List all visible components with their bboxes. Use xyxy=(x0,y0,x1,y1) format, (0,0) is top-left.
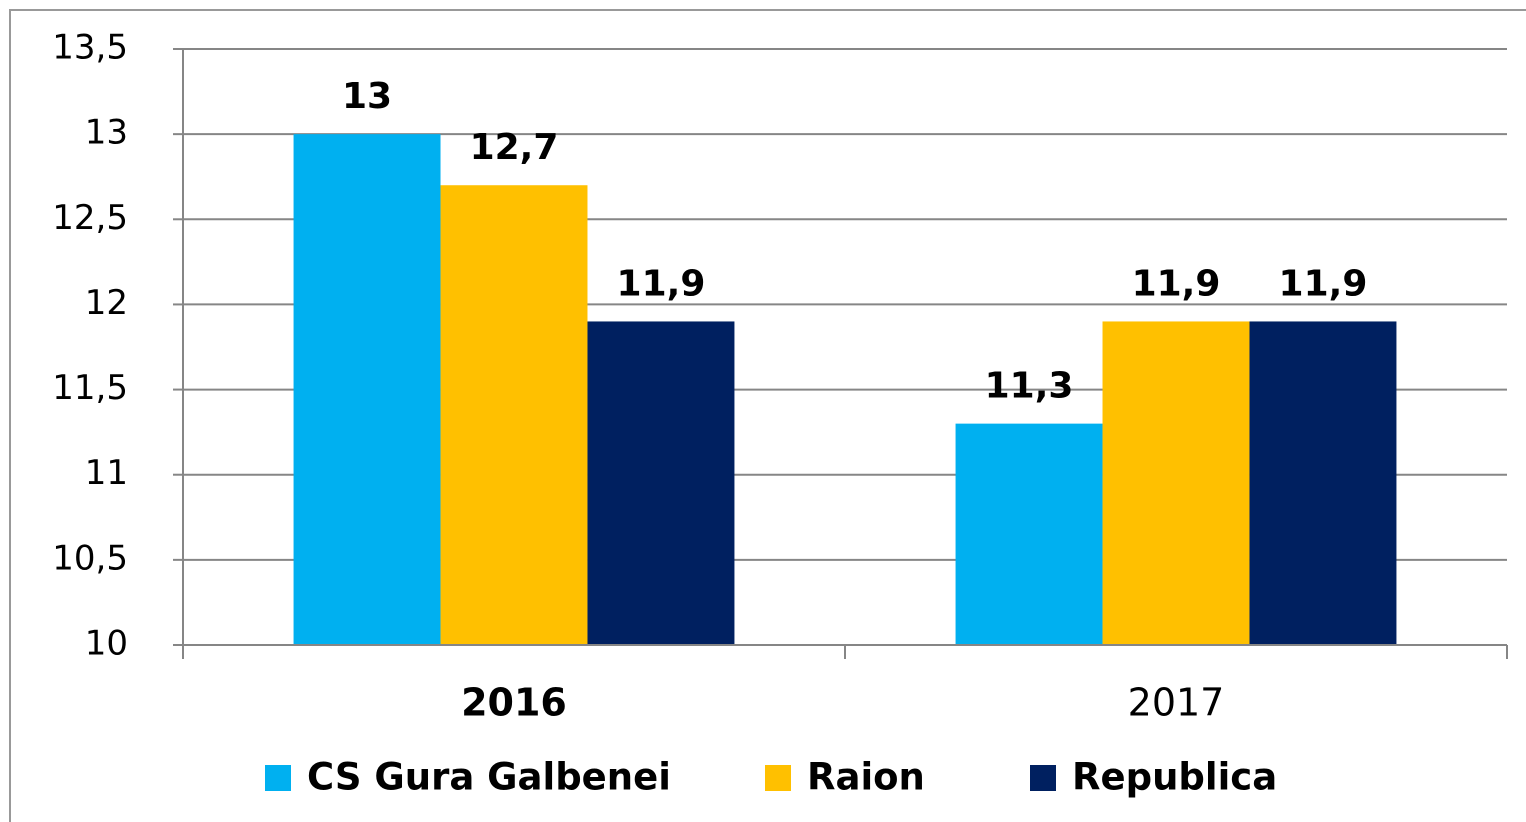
y-tick-label: 10 xyxy=(85,624,128,664)
value-label: 11,9 xyxy=(617,263,706,304)
value-label: 11,9 xyxy=(1132,263,1221,304)
y-tick-label: 13,5 xyxy=(52,28,128,68)
legend-swatch xyxy=(765,765,791,791)
bar xyxy=(293,134,441,645)
legend-label: Raion xyxy=(807,756,925,799)
y-tick-label: 11,5 xyxy=(52,368,128,408)
legend-label: CS Gura Galbenei xyxy=(307,756,671,799)
bar xyxy=(1102,321,1250,645)
value-label: 11,3 xyxy=(985,366,1074,407)
legend-swatch xyxy=(265,765,291,791)
bar xyxy=(1249,321,1397,645)
chart-frame xyxy=(9,9,1526,822)
y-tick-label: 10,5 xyxy=(52,538,128,578)
y-tick-label: 12 xyxy=(85,283,128,323)
bar xyxy=(440,185,588,645)
y-tick-label: 12,5 xyxy=(52,198,128,238)
value-label: 11,9 xyxy=(1279,263,1368,304)
x-tick-label: 2017 xyxy=(1128,681,1225,725)
legend-swatch xyxy=(1030,765,1056,791)
value-label: 13 xyxy=(342,76,392,117)
bar xyxy=(955,423,1103,645)
value-label: 12,7 xyxy=(470,127,559,168)
bar xyxy=(587,321,735,645)
y-tick-label: 13 xyxy=(85,113,128,153)
legend-label: Republica xyxy=(1072,756,1277,799)
x-tick-label: 2016 xyxy=(461,681,567,725)
y-tick-label: 11 xyxy=(85,453,128,493)
